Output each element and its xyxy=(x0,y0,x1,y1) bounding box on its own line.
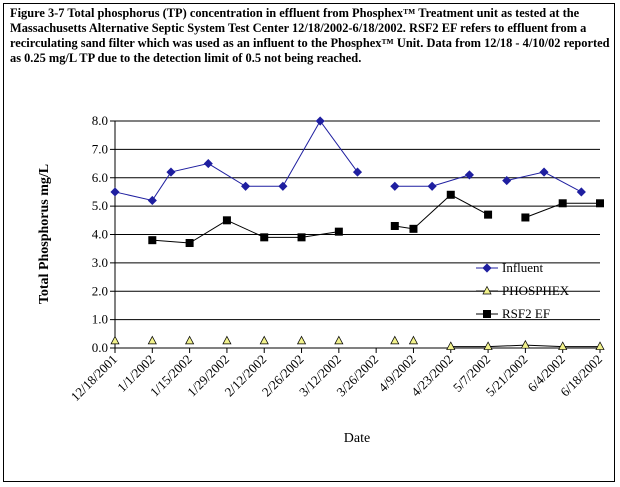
data-point-phosphex xyxy=(222,335,232,345)
y-tick-label: 2.0 xyxy=(92,283,108,298)
series-line-influent xyxy=(114,120,358,202)
y-tick-label: 4.0 xyxy=(92,227,108,242)
data-point-influent xyxy=(278,181,288,191)
figure-caption: Figure 3-7 Total phosphorus (TP) concent… xyxy=(10,6,610,65)
legend-label: PHOSPHEX xyxy=(502,283,570,298)
data-point-rsf2-ef xyxy=(260,233,269,242)
data-point-rsf2-ef xyxy=(334,227,343,236)
axes: 0.01.02.03.04.05.06.07.08.012/18/20011/1… xyxy=(68,113,605,404)
data-point-influent xyxy=(464,170,474,180)
data-point-phosphex xyxy=(446,341,456,350)
y-axis-title: Total Phosphorus mg/L xyxy=(37,164,52,304)
data-point-influent xyxy=(352,167,363,177)
data-point-influent xyxy=(576,187,586,197)
y-tick-label: 0.0 xyxy=(92,340,108,355)
series-layer xyxy=(110,116,605,350)
data-point-influent xyxy=(147,195,157,206)
y-tick-label: 3.0 xyxy=(92,255,108,270)
x-tick-label: 12/18/2001 xyxy=(68,352,120,404)
data-point-phosphex xyxy=(558,341,568,350)
data-point-phosphex xyxy=(595,341,605,350)
data-point-phosphex xyxy=(483,341,493,350)
data-point-phosphex xyxy=(520,339,530,349)
y-tick-label: 5.0 xyxy=(92,198,108,213)
series-line-rsf2-ef xyxy=(394,194,489,230)
x-tick-label: 6/18/2002 xyxy=(557,352,605,400)
data-point-phosphex xyxy=(390,335,400,345)
legend-label: Influent xyxy=(502,260,544,275)
data-point-phosphex xyxy=(296,335,307,345)
data-point-phosphex xyxy=(408,335,419,345)
data-point-influent xyxy=(241,181,251,191)
data-point-rsf2-ef xyxy=(185,239,194,248)
data-point-rsf2-ef xyxy=(148,236,157,245)
legend-entry-influent: Influent xyxy=(476,260,544,275)
data-point-rsf2-ef xyxy=(390,221,399,230)
series-influent xyxy=(110,116,586,206)
data-point-phosphex xyxy=(334,335,344,345)
x-tick-label: 3/26/2002 xyxy=(333,352,381,400)
figure-frame xyxy=(3,3,615,482)
data-point-phosphex xyxy=(185,335,195,345)
legend-marker-rsf2-ef xyxy=(483,310,491,318)
legend-marker-influent xyxy=(482,263,492,273)
data-point-influent xyxy=(203,158,213,169)
data-point-phosphex xyxy=(110,335,120,345)
y-tick-label: 7.0 xyxy=(92,141,108,156)
x-axis-title: Date xyxy=(344,431,370,446)
data-point-rsf2-ef xyxy=(521,213,530,222)
legend-marker-phosphex xyxy=(482,285,492,295)
data-point-phosphex xyxy=(147,335,157,345)
x-tick-label: 5/21/2002 xyxy=(483,352,531,400)
data-point-rsf2-ef xyxy=(222,216,231,225)
y-tick-label: 1.0 xyxy=(92,312,108,327)
data-point-influent xyxy=(315,116,325,126)
series-phosphex xyxy=(110,335,605,350)
data-point-rsf2-ef xyxy=(558,199,567,208)
data-point-rsf2-ef xyxy=(596,199,604,208)
grid-lines xyxy=(115,120,600,321)
data-point-influent xyxy=(166,167,176,177)
legend: Influent PHOSPHEX RSF2 EF xyxy=(476,260,570,321)
data-point-rsf2-ef xyxy=(484,210,493,219)
data-point-influent xyxy=(539,167,549,177)
data-point-influent xyxy=(502,176,512,186)
data-point-influent xyxy=(427,181,437,191)
series-rsf2-ef xyxy=(148,190,604,248)
data-point-rsf2-ef xyxy=(446,190,455,199)
y-tick-label: 6.0 xyxy=(92,170,108,185)
legend-label: RSF2 EF xyxy=(502,306,550,321)
data-point-rsf2-ef xyxy=(409,224,418,233)
legend-entry-phosphex: PHOSPHEX xyxy=(476,283,570,298)
legend-entry-rsf2-ef: RSF2 EF xyxy=(476,306,550,321)
y-tick-label: 8.0 xyxy=(92,113,108,128)
data-point-influent xyxy=(110,187,120,197)
data-point-influent xyxy=(390,181,400,191)
series-line-rsf2-ef xyxy=(152,219,339,244)
x-tick-label: 4/23/2002 xyxy=(408,352,456,400)
data-point-phosphex xyxy=(259,335,269,345)
data-point-rsf2-ef xyxy=(297,233,306,242)
